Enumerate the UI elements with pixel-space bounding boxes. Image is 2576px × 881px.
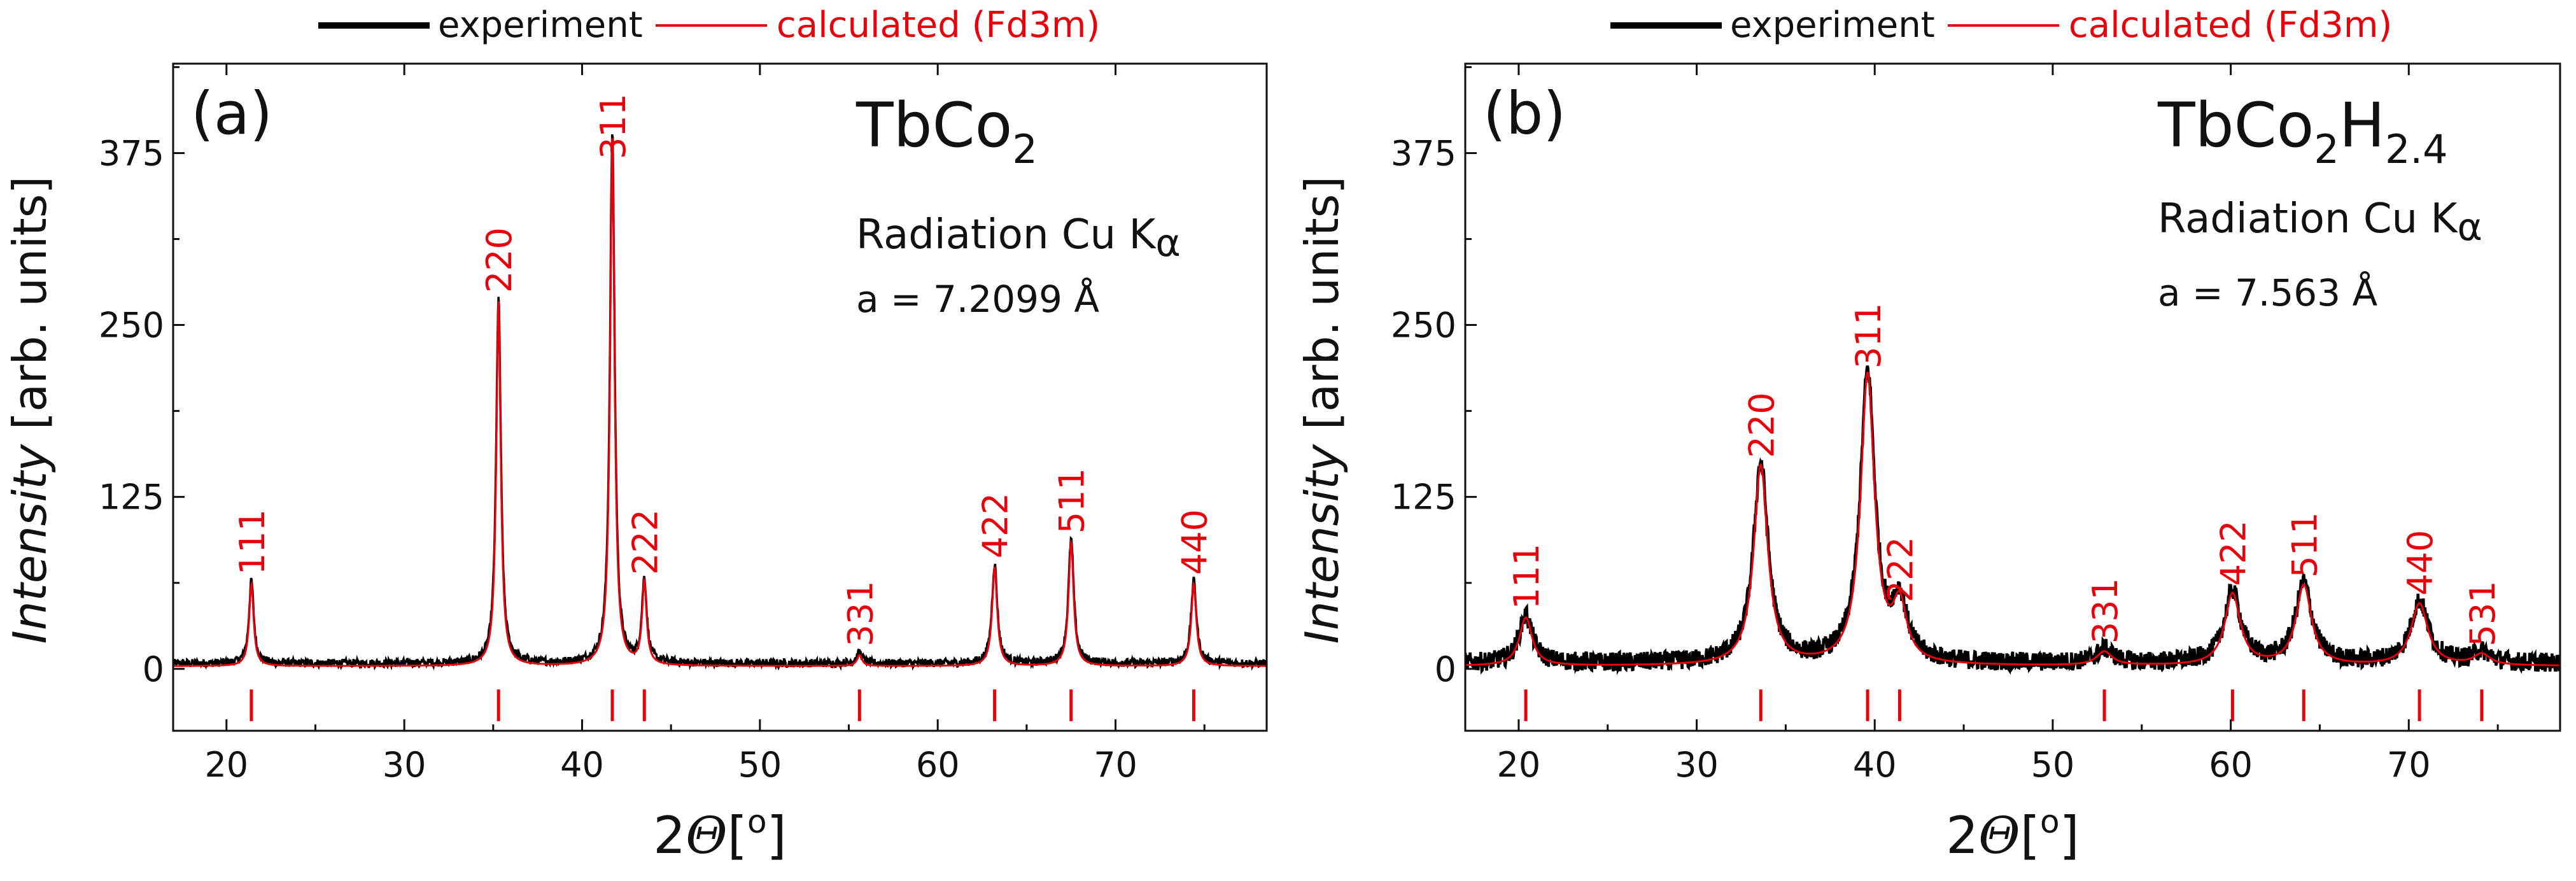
y-label-rest: [arb. units] xyxy=(3,176,57,444)
series-experiment xyxy=(173,134,1267,672)
peak-label-111: 111 xyxy=(232,509,272,575)
peak-label-222: 222 xyxy=(1880,537,1920,602)
x-tick-label: 40 xyxy=(560,745,604,785)
x-label-symbol: Θ xyxy=(1978,806,2020,865)
y-tick-label: 375 xyxy=(1391,133,1456,173)
x-tick-label: 30 xyxy=(383,745,426,785)
x-tick-label: 60 xyxy=(916,745,960,785)
radiation-label: Radiation Cu K xyxy=(856,211,1157,258)
y-tick-label: 250 xyxy=(1391,306,1456,346)
formula-base: TbCo xyxy=(855,90,1012,161)
y-axis-label: Intensity [arb. units] xyxy=(1295,176,1349,644)
x-label-open: [ xyxy=(728,806,747,865)
x-tick-label: 60 xyxy=(2209,745,2253,785)
y-tick-label: 375 xyxy=(99,133,164,173)
x-tick-label: 50 xyxy=(738,745,782,785)
y-axis-label: Intensity [arb. units] xyxy=(3,176,57,644)
x-axis-label: 2Θ[o] xyxy=(653,803,787,865)
peak-label-220: 220 xyxy=(1742,392,1782,458)
panel-label: (a) xyxy=(191,80,272,148)
peak-label-311: 311 xyxy=(593,94,633,159)
legend-label-experiment: experiment xyxy=(438,4,643,46)
lattice-parameter: a = 7.2099 Å xyxy=(856,277,1099,321)
peak-label-531: 531 xyxy=(2463,581,2503,646)
y-tick-label: 125 xyxy=(1391,477,1456,518)
chart-panel-b: experiment calculated (Fd3m)1112203112223… xyxy=(1295,4,2561,865)
legend: experiment calculated (Fd3m) xyxy=(1610,4,2392,46)
x-label-open: [ xyxy=(2020,806,2040,865)
x-tick-label: 70 xyxy=(2387,745,2431,785)
legend-label-calculated: calculated (Fd3m) xyxy=(2069,4,2392,46)
x-label-symbol: Θ xyxy=(686,806,728,865)
peak-label-222: 222 xyxy=(625,509,665,575)
peak-label-511: 511 xyxy=(1052,468,1092,533)
x-tick-label: 30 xyxy=(1675,745,1719,785)
legend: experiment calculated (Fd3m) xyxy=(318,4,1100,46)
chart-panel-a: experiment calculated (Fd3m)1112203112223… xyxy=(3,4,1268,865)
x-label-sup: o xyxy=(747,803,767,840)
legend-label-experiment: experiment xyxy=(1730,4,1935,46)
radiation-symbol: α xyxy=(1155,221,1181,265)
legend-label-calculated: calculated (Fd3m) xyxy=(777,4,1100,46)
formula-sub: 2 xyxy=(2314,126,2339,173)
peak-label-331: 331 xyxy=(2085,578,2125,644)
y-tick-label: 0 xyxy=(1435,649,1456,689)
radiation-text: Radiation Cu Kα xyxy=(856,211,1181,265)
peak-label-440: 440 xyxy=(2400,530,2440,595)
y-tick-label: 250 xyxy=(99,306,164,346)
formula-base2: H xyxy=(2339,90,2385,161)
lattice-parameter: a = 7.563 Å xyxy=(2158,271,2377,314)
x-tick-label: 40 xyxy=(1853,745,1897,785)
peak-label-311: 311 xyxy=(1848,303,1889,369)
y-tick-label: 125 xyxy=(99,477,164,518)
x-label-prefix: 2 xyxy=(653,806,686,865)
x-tick-label: 20 xyxy=(204,745,248,785)
x-label-prefix: 2 xyxy=(1946,806,1978,865)
radiation-label: Radiation Cu K xyxy=(2158,195,2458,243)
radiation-text: Radiation Cu Kα xyxy=(2158,195,2482,250)
x-label-sup: o xyxy=(2040,803,2060,840)
panel-label: (b) xyxy=(1483,80,1566,148)
y-label-italic: Intensity xyxy=(3,444,57,644)
x-tick-label: 70 xyxy=(1094,745,1137,785)
plot-frame xyxy=(172,62,1268,732)
formula-sub2: 2.4 xyxy=(2385,126,2448,173)
peak-label-331: 331 xyxy=(840,581,880,646)
y-tick-label: 0 xyxy=(143,649,164,689)
peak-label-511: 511 xyxy=(2284,512,2325,577)
formula-base: TbCo xyxy=(2157,90,2314,161)
peak-label-422: 422 xyxy=(2213,520,2253,586)
peak-label-220: 220 xyxy=(479,227,519,293)
peak-label-422: 422 xyxy=(976,493,1016,558)
x-tick-label: 50 xyxy=(2031,745,2075,785)
radiation-symbol: α xyxy=(2457,205,2482,250)
series-experiment xyxy=(1465,365,2560,675)
peak-label-111: 111 xyxy=(1507,544,1547,609)
x-label-close: ] xyxy=(767,806,787,865)
formula-sub: 2 xyxy=(1012,126,1037,173)
series-calculated xyxy=(1465,370,2560,666)
series-calculated xyxy=(173,137,1267,667)
compound-formula: TbCo2H2.4 xyxy=(2157,90,2448,173)
x-axis-label: 2Θ[o] xyxy=(1946,803,2080,865)
peak-label-440: 440 xyxy=(1174,509,1214,575)
compound-formula: TbCo2 xyxy=(855,90,1038,173)
x-tick-label: 20 xyxy=(1497,745,1541,785)
y-label-italic: Intensity xyxy=(1295,444,1349,644)
x-label-close: ] xyxy=(2060,806,2080,865)
y-label-rest: [arb. units] xyxy=(1295,176,1349,444)
plot-frame xyxy=(1464,62,2561,732)
